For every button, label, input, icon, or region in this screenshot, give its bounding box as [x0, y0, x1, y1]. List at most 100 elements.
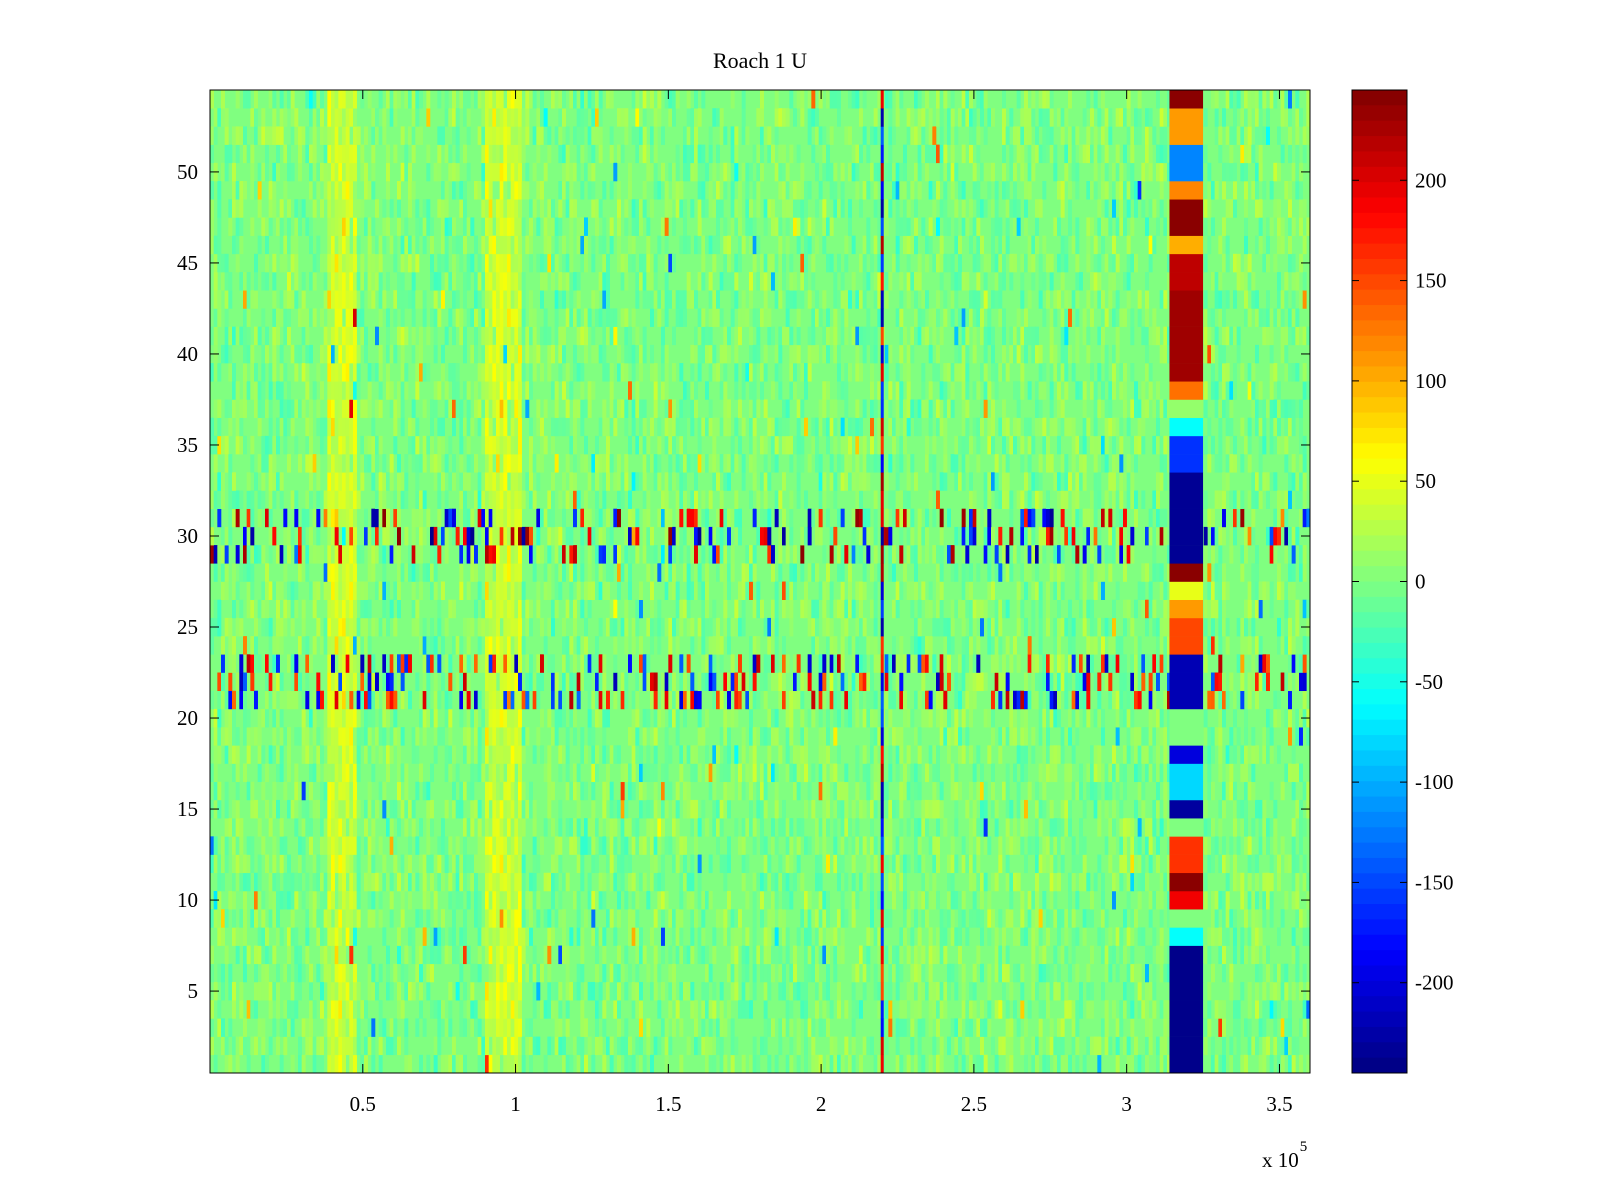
heatmap-cell	[1269, 854, 1274, 874]
heatmap-cell	[1207, 727, 1212, 746]
heatmap-cell	[958, 745, 962, 764]
heatmap-cell	[602, 872, 607, 892]
heatmap-cell	[738, 617, 742, 637]
heatmap-cell	[272, 636, 277, 655]
heatmap-cell	[580, 1018, 585, 1037]
heatmap-cell	[426, 909, 431, 928]
heatmap-cell	[514, 927, 519, 946]
heatmap-cell	[1112, 636, 1116, 655]
heatmap-cell	[694, 745, 698, 764]
heatmap-cell	[936, 1054, 940, 1074]
heatmap-cell	[426, 836, 431, 855]
heatmap-cell	[910, 763, 915, 783]
heatmap-cell	[672, 909, 676, 928]
heatmap-cell	[393, 854, 398, 874]
heatmap-cell	[488, 945, 493, 965]
heatmap-cell	[635, 599, 640, 619]
heatmap-cell	[1214, 927, 1219, 946]
heatmap-cell	[338, 545, 343, 564]
heatmap-cell	[496, 654, 500, 673]
heatmap-cell	[507, 781, 511, 801]
heatmap-cell	[1108, 763, 1113, 783]
heatmap-cell	[503, 545, 508, 564]
heatmap-cell	[734, 1036, 739, 1056]
heatmap-cell	[323, 763, 328, 783]
heatmap-cell	[268, 581, 273, 600]
heatmap-cell	[382, 1018, 387, 1037]
heatmap-cell	[1299, 672, 1303, 692]
heatmap-cell	[316, 872, 321, 892]
heatmap-cell	[1137, 854, 1142, 874]
heatmap-cell	[1053, 708, 1058, 728]
heatmap-cell	[763, 526, 768, 546]
heatmap-cell	[837, 654, 841, 673]
heatmap-cell	[1137, 836, 1142, 855]
heatmap-cell	[646, 526, 651, 546]
heatmap-cell	[569, 818, 574, 837]
heatmap-cell	[873, 599, 878, 619]
heatmap-cell	[1020, 1000, 1025, 1019]
heatmap-cell	[1123, 854, 1127, 874]
heatmap-cell	[290, 581, 295, 600]
heatmap-cell	[323, 781, 328, 801]
heatmap-cell	[961, 1000, 966, 1019]
heatmap-cell	[1130, 818, 1135, 837]
heatmap-cell	[1104, 909, 1109, 928]
heatmap-cell	[547, 654, 552, 673]
heatmap-cell	[485, 927, 489, 946]
heatmap-cell	[998, 909, 1003, 928]
heatmap-cell	[338, 727, 343, 746]
heatmap-cell	[217, 872, 222, 892]
heatmap-cell	[1244, 836, 1248, 855]
heatmap-cell	[507, 836, 511, 855]
heatmap-cell	[1049, 1036, 1054, 1056]
heatmap-cell	[452, 1054, 456, 1074]
heatmap-cell	[243, 854, 247, 874]
heatmap-cell	[1233, 745, 1237, 764]
heatmap-cell	[958, 1036, 962, 1056]
heatmap-cell	[1134, 672, 1138, 692]
heatmap-cell	[1240, 745, 1245, 764]
heatmap-cell	[606, 909, 610, 928]
heatmap-cell	[730, 945, 735, 965]
heatmap-cell	[1148, 836, 1153, 855]
heatmap-cell	[602, 890, 607, 910]
heatmap-cell	[576, 781, 581, 801]
heatmap-cell	[1225, 763, 1230, 783]
heatmap-cell	[851, 854, 856, 874]
heatmap-cell	[958, 727, 962, 746]
heatmap-cell	[1038, 1036, 1043, 1056]
heatmap-cell	[221, 836, 225, 855]
heatmap-cell	[342, 654, 346, 673]
heatmap-cell	[965, 599, 970, 619]
heatmap-cell	[1156, 781, 1160, 801]
heatmap-cell	[224, 545, 229, 564]
heatmap-cell	[1207, 945, 1212, 965]
heatmap-cell	[481, 708, 486, 728]
heatmap-cell	[972, 617, 977, 637]
heatmap-cell	[287, 1018, 291, 1037]
heatmap-cell	[452, 890, 456, 910]
heatmap-cell	[554, 836, 559, 855]
heatmap-cell	[320, 909, 324, 928]
heatmap-cell	[796, 818, 801, 837]
heatmap-cell	[584, 617, 588, 637]
heatmap-cell	[668, 545, 673, 564]
heatmap-cell	[771, 545, 775, 564]
heatmap-cell	[925, 890, 929, 910]
heatmap-cell	[624, 617, 629, 637]
heatmap-cell	[617, 799, 621, 819]
heatmap-cell	[254, 945, 258, 965]
heatmap-cell	[947, 745, 951, 764]
heatmap-cell	[503, 854, 508, 874]
heatmap-cell	[807, 927, 812, 946]
heatmap-cell	[774, 927, 779, 946]
heatmap-cell	[254, 617, 258, 637]
heatmap-cell	[668, 636, 673, 655]
heatmap-cell	[477, 854, 482, 874]
heatmap-cell	[591, 581, 596, 600]
heatmap-cell	[1262, 1036, 1267, 1056]
heatmap-cell	[235, 581, 240, 600]
heatmap-cell	[862, 672, 867, 692]
heatmap-cell	[525, 690, 530, 710]
